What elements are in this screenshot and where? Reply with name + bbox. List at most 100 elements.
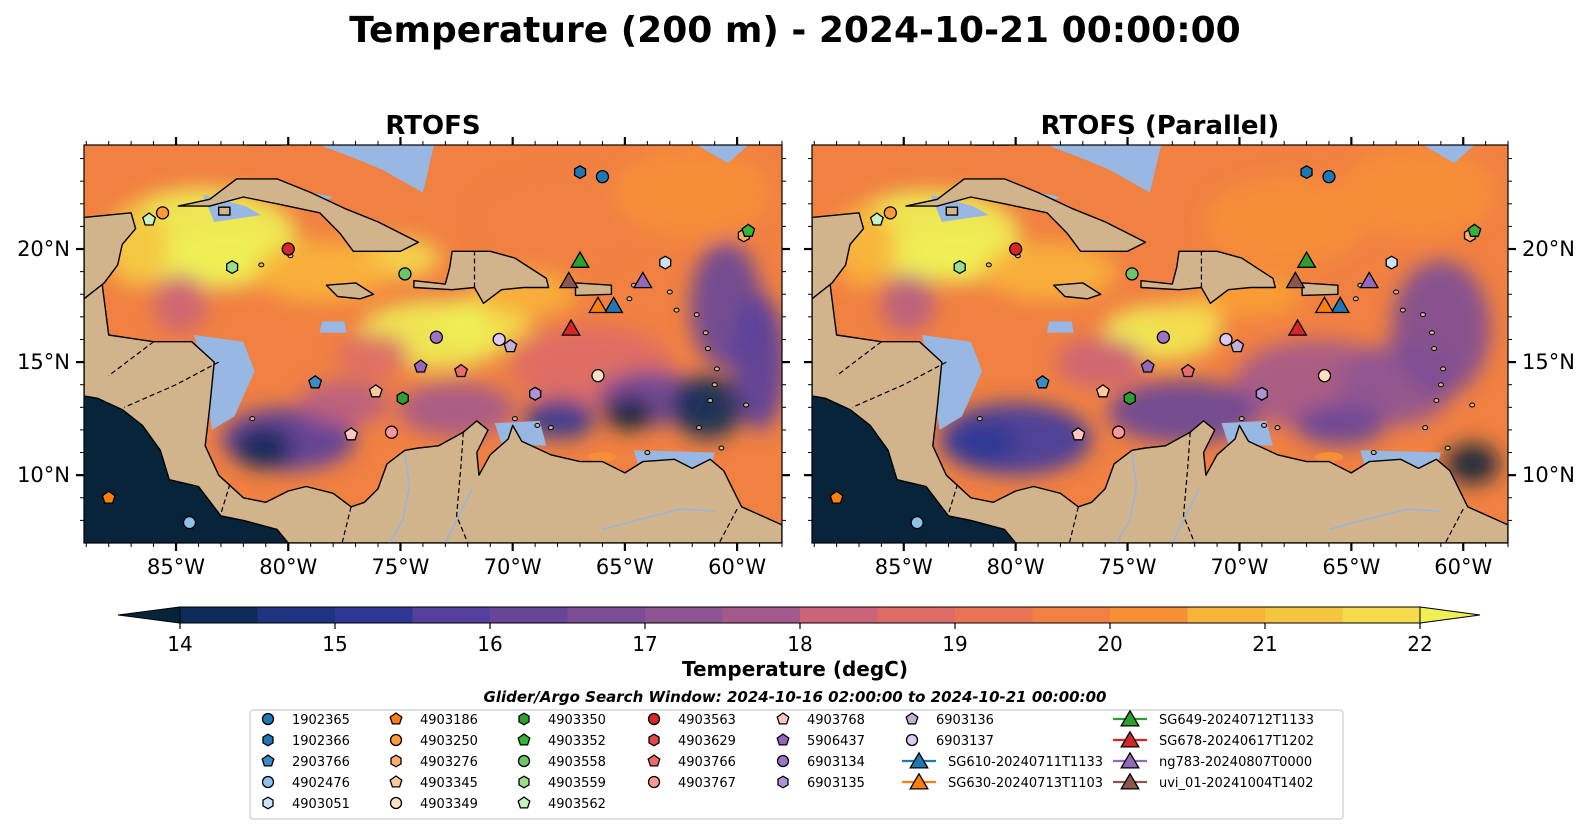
colorbar-segment bbox=[955, 607, 1033, 623]
legend-label: SG630-20240713T1103 bbox=[948, 776, 1103, 791]
legend-label: 5906437 bbox=[807, 734, 865, 749]
observation-marker bbox=[1322, 170, 1336, 184]
legend-entry: 4903562 bbox=[517, 796, 606, 812]
legend-entry: 4902476 bbox=[261, 775, 350, 791]
legend-marker bbox=[776, 733, 790, 746]
legend-marker bbox=[1120, 730, 1140, 748]
observation-marker bbox=[1317, 369, 1332, 383]
legend-entry: 2903766 bbox=[261, 754, 350, 770]
colorbar-label: Temperature (degC) bbox=[682, 657, 908, 681]
observation-marker bbox=[741, 223, 756, 237]
observation-marker bbox=[591, 369, 605, 383]
lon-tick-label: 60°W bbox=[1434, 555, 1492, 579]
observation-marker bbox=[1156, 330, 1171, 344]
lon-tick-label: 85°W bbox=[875, 555, 933, 579]
colorbar-tick-label: 18 bbox=[787, 632, 812, 656]
legend-entry: SG630-20240713T1103 bbox=[902, 772, 1103, 791]
colorbar-tick-label: 17 bbox=[632, 632, 657, 656]
legend: 1902365 1902366 2903766 4902476 4903051 49031… bbox=[261, 709, 1314, 812]
lon-tick-label: 65°W bbox=[1322, 555, 1380, 579]
observation-marker bbox=[1314, 296, 1335, 314]
observation-marker bbox=[561, 318, 581, 336]
observation-marker bbox=[1230, 338, 1245, 353]
observation-marker bbox=[1330, 295, 1351, 314]
legend-label: 4903345 bbox=[420, 776, 478, 791]
legend-entry: 4903559 bbox=[518, 775, 606, 791]
legend-entry: ng783-20240807T0000 bbox=[1113, 751, 1312, 770]
panel-title-rtofs: RTOFS bbox=[385, 111, 480, 141]
legend-marker bbox=[390, 754, 402, 768]
legend-marker bbox=[389, 712, 403, 725]
colorbar-segment bbox=[412, 607, 491, 623]
observation-marker bbox=[1035, 374, 1050, 389]
lat-tick-label: 20°N bbox=[1522, 237, 1575, 261]
colorbar-tick-label: 21 bbox=[1252, 632, 1277, 656]
colorbar-segment bbox=[335, 607, 413, 623]
observation-marker bbox=[308, 374, 323, 389]
legend-entry: 6903136 bbox=[905, 712, 994, 728]
legend-marker bbox=[261, 712, 275, 726]
legend-entry: 4903051 bbox=[262, 796, 350, 812]
observation-marker bbox=[1300, 165, 1313, 180]
lon-tick-label: 70°W bbox=[1210, 555, 1268, 579]
legend-label: 6903134 bbox=[807, 755, 865, 770]
observation-marker bbox=[1095, 384, 1110, 398]
lon-tick-label: 60°W bbox=[708, 555, 766, 579]
legend-entry: 4903350 bbox=[518, 712, 606, 728]
legend-label: 4903629 bbox=[678, 734, 736, 749]
observation-marker bbox=[1009, 242, 1023, 256]
observation-marker bbox=[384, 425, 399, 439]
legend-marker bbox=[776, 712, 790, 725]
legend-marker bbox=[648, 733, 660, 747]
observation-marker bbox=[570, 250, 590, 268]
observation-marker bbox=[1140, 359, 1155, 373]
legend-label: ng783-20240807T0000 bbox=[1159, 755, 1312, 770]
colorbar-tick-label: 20 bbox=[1097, 632, 1122, 656]
legend-entry: 6903135 bbox=[777, 775, 865, 791]
legend-entry: SG649-20240712T1133 bbox=[1113, 709, 1314, 728]
observation-marker bbox=[368, 384, 383, 398]
legend-label: 4903051 bbox=[292, 797, 350, 812]
colorbar-segment bbox=[1265, 607, 1343, 623]
observation-marker bbox=[101, 490, 116, 504]
legend-marker bbox=[262, 733, 274, 747]
legend-entry: 4903352 bbox=[517, 733, 606, 749]
legend-marker bbox=[777, 775, 789, 789]
legend-marker bbox=[518, 712, 530, 726]
legend-entry: 4903563 bbox=[647, 712, 736, 728]
legend-entry: 4903345 bbox=[389, 775, 478, 791]
legend-marker bbox=[905, 733, 919, 747]
legend-marker bbox=[517, 733, 531, 746]
observation-marker bbox=[869, 212, 884, 226]
colorbar-tick-label: 19 bbox=[942, 632, 967, 656]
colorbar-segment bbox=[1110, 607, 1188, 623]
legend-marker bbox=[518, 775, 530, 789]
legend-marker bbox=[776, 754, 790, 768]
observation-marker bbox=[1125, 267, 1139, 281]
lon-tick-label: 80°W bbox=[259, 555, 317, 579]
observation-marker bbox=[413, 359, 428, 373]
legend-entry: SG610-20240711T1133 bbox=[902, 751, 1103, 770]
observation-marker bbox=[829, 490, 844, 504]
legend-marker bbox=[1120, 772, 1140, 790]
lon-tick-label: 70°W bbox=[484, 555, 542, 579]
figure-title: Temperature (200 m) - 2024-10-21 00:00:0… bbox=[349, 10, 1240, 51]
legend-label: 4903563 bbox=[678, 713, 736, 728]
colorbar-segment bbox=[800, 607, 878, 623]
legend-label: 1902366 bbox=[292, 734, 350, 749]
observation-marker bbox=[396, 391, 409, 406]
legend-marker bbox=[647, 754, 661, 767]
observation-marker bbox=[281, 242, 295, 256]
observation-marker bbox=[182, 515, 197, 530]
colorbar-segment bbox=[1032, 607, 1111, 623]
observation-marker bbox=[588, 295, 608, 314]
colorbar-tick-label: 22 bbox=[1407, 632, 1432, 656]
legend-entry: 4903186 bbox=[389, 712, 478, 728]
colorbar-tick-label: 16 bbox=[477, 632, 502, 656]
observation-marker bbox=[344, 427, 359, 441]
observation-marker bbox=[1123, 391, 1136, 406]
observation-marker bbox=[226, 260, 239, 275]
observation-marker bbox=[529, 386, 542, 401]
observation-marker bbox=[454, 363, 469, 378]
observation-marker bbox=[603, 295, 624, 314]
